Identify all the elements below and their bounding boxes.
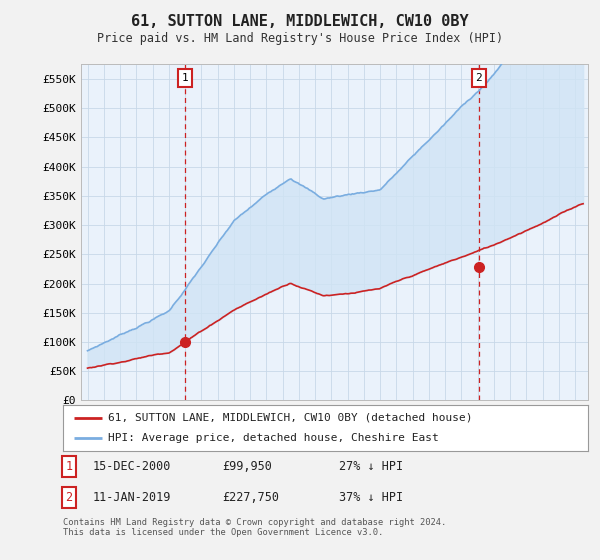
Text: 61, SUTTON LANE, MIDDLEWICH, CW10 0BY (detached house): 61, SUTTON LANE, MIDDLEWICH, CW10 0BY (d… [107,413,472,423]
Text: 37% ↓ HPI: 37% ↓ HPI [339,491,403,504]
Text: 27% ↓ HPI: 27% ↓ HPI [339,460,403,473]
Text: £99,950: £99,950 [222,460,272,473]
Text: 61, SUTTON LANE, MIDDLEWICH, CW10 0BY: 61, SUTTON LANE, MIDDLEWICH, CW10 0BY [131,14,469,29]
Text: 1: 1 [182,73,188,83]
Text: 2: 2 [65,491,73,504]
Text: 11-JAN-2019: 11-JAN-2019 [93,491,172,504]
Text: HPI: Average price, detached house, Cheshire East: HPI: Average price, detached house, Ches… [107,433,439,443]
Text: 1: 1 [65,460,73,473]
Text: Price paid vs. HM Land Registry's House Price Index (HPI): Price paid vs. HM Land Registry's House … [97,32,503,45]
Text: 15-DEC-2000: 15-DEC-2000 [93,460,172,473]
Text: Contains HM Land Registry data © Crown copyright and database right 2024.
This d: Contains HM Land Registry data © Crown c… [63,518,446,538]
Text: 2: 2 [475,73,482,83]
Text: £227,750: £227,750 [222,491,279,504]
